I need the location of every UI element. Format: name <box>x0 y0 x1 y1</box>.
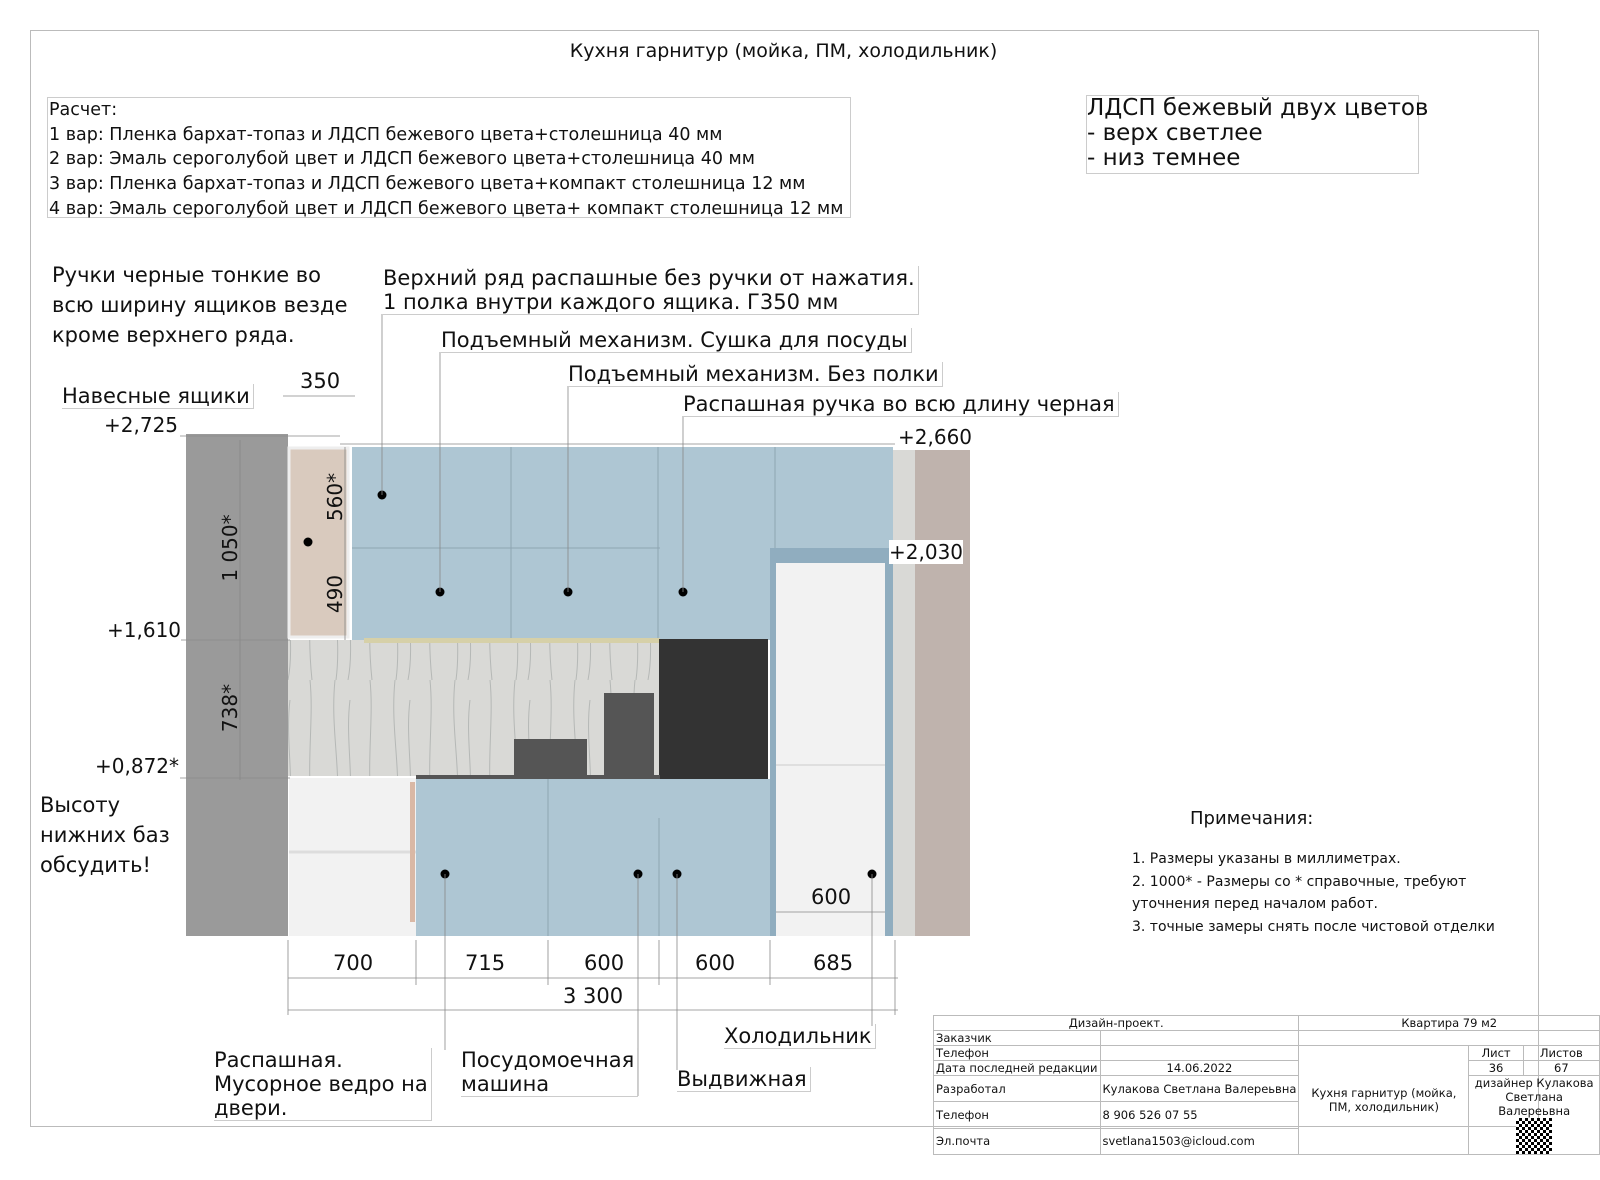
calc-line: 1 вар: Пленка бархат-топаз и ЛДСП бежево… <box>49 124 723 145</box>
base-cabinets <box>416 779 770 936</box>
calc-line: 4 вар: Эмаль серо­голубой цвет и ЛДСП бе… <box>49 198 844 219</box>
dim-490: 490 <box>323 574 347 614</box>
phone2-label: Телефон <box>933 1101 1101 1129</box>
dim-600: 600 <box>695 951 736 975</box>
callout-line: Посудомоечная <box>461 1048 635 1072</box>
calc-heading: Расчет: <box>49 100 118 120</box>
callout-line: Распашная. <box>214 1048 343 1072</box>
handles-note: Ручки черные тонкие во всю ширину ящиков… <box>52 260 348 350</box>
sheets-label: Листов <box>1522 1045 1600 1061</box>
notes-heading: Примечания: <box>1190 808 1314 829</box>
level-0872: +0,872* <box>95 754 180 778</box>
dim-738: 738* <box>218 683 242 733</box>
callout-line: обсудить! <box>40 853 151 877</box>
phone: 8 906 526 07 55 <box>1099 1101 1300 1129</box>
calc-box: Расчет: 1 вар: Пленка бархат-топаз и ЛДС… <box>47 97 851 219</box>
callout-line: двери. <box>214 1096 288 1120</box>
level-2030: +2,030 <box>889 540 964 564</box>
color-note-line: - верх светлее <box>1087 120 1263 146</box>
note-item: 1. Размеры указаны в миллиметрах. <box>1132 851 1401 867</box>
beige-upper-cabinet <box>287 446 350 639</box>
phone-label: Телефон <box>933 1045 1101 1061</box>
marble-strip <box>893 450 915 936</box>
callout-line: Высоту <box>40 793 121 817</box>
level-1610: +1,610 <box>107 618 182 642</box>
drawer-unit <box>289 778 416 936</box>
countertop <box>416 775 660 779</box>
callout-dishwasher: Посудомоечная машина <box>461 1048 639 1097</box>
dim-600-fridge: 600 <box>811 885 852 909</box>
email: svetlana1503@icloud.com <box>1099 1127 1300 1156</box>
calc-line: 3 вар: Пленка бархат-топаз и ЛДСП бежево… <box>49 174 806 195</box>
callout-swing-handle: Распашная ручка во всю длину черная <box>683 392 1119 417</box>
drawing-title: Кухня гарнитур (мойка, ПМ, холодильник) <box>569 40 998 62</box>
apartment: Квартира 79 м2 <box>1298 1015 1600 1031</box>
backsplash <box>288 640 660 776</box>
last-edit-date: 14.06.2022 <box>1099 1060 1300 1076</box>
callout-wall-cabinets: Навесные ящики <box>62 384 254 409</box>
last-edit-label: Дата последней редакции <box>933 1060 1101 1076</box>
callout-upper-row: Верхний ряд распашные без ручки от нажат… <box>383 266 919 315</box>
sink <box>514 739 587 776</box>
handles-note-line: всю ширину ящиков везде <box>52 293 348 317</box>
note-item: уточнения перед началом работ. <box>1132 896 1378 912</box>
dim-685: 685 <box>813 951 854 975</box>
callout-lift-dryer: Подъемный механизм. Сушка для посуды <box>441 328 912 353</box>
level-2725: +2,725 <box>104 413 179 437</box>
note-item: 2. 1000* - Размеры со * справочные, треб… <box>1132 873 1467 890</box>
customer-label: Заказчик <box>933 1030 1101 1046</box>
dim-3300: 3 300 <box>563 984 624 1008</box>
callout-line: Верхний ряд распашные без ручки от нажат… <box>383 266 915 290</box>
sheet-title: Кухня гарнитур (мойка, ПМ, холодильник) <box>1298 1045 1470 1155</box>
drawing-frame <box>30 30 1539 1127</box>
callout-lift-no-shelf: Подъемный механизм. Без полки <box>568 362 943 387</box>
handles-note-line: кроме верхнего ряда. <box>52 323 295 347</box>
sheet-label: Лист <box>1468 1045 1524 1061</box>
callout-base-height: Высоту нижних баз обсудить! <box>40 790 170 880</box>
developer-label: Разработал <box>933 1074 1101 1103</box>
callout-fridge: Холодильник <box>724 1024 876 1049</box>
dim-560: 560* <box>323 472 347 522</box>
design-project: Дизайн-проект. <box>932 1015 1300 1031</box>
callout-line: нижних баз <box>40 823 170 847</box>
title-block: Дизайн-проект. Квартира 79 м2 Заказчик Т… <box>932 1015 1600 1156</box>
callout-drawer: Выдвижная <box>677 1067 811 1092</box>
appliance <box>604 693 654 776</box>
dimension-lines <box>180 314 898 1096</box>
dim-350: 350 <box>300 369 341 393</box>
designer: дизайнер Кулакова Светлана Валереьвна <box>1474 1076 1594 1118</box>
dim-700: 700 <box>333 951 374 975</box>
sheets-total: 67 <box>1522 1060 1600 1076</box>
callout-line: 1 полка внутри каждого ящика. Г350 мм <box>383 290 839 314</box>
qr-code-icon <box>1516 1118 1553 1154</box>
dim-1050: 1 050* <box>218 514 242 582</box>
level-2660: +2,660 <box>898 425 973 449</box>
dim-600: 600 <box>584 951 625 975</box>
calc-line: 2 вар: Эмаль серо­голубой цвет и ЛДСП бе… <box>49 149 755 170</box>
color-note: ЛДСП бежевый двух цветов - верх светлее … <box>1086 95 1429 174</box>
fridge <box>776 563 885 936</box>
right-wall <box>915 450 970 936</box>
note-item: 3. точные замеры снять после чистовой от… <box>1132 918 1495 935</box>
developer: Кулакова Светлана Валереьвна <box>1099 1074 1300 1103</box>
color-note-line: ЛДСП бежевый двух цветов <box>1087 95 1429 121</box>
sheet-number: 36 <box>1468 1060 1524 1076</box>
dim-715: 715 <box>465 951 506 975</box>
callout-swing-bin: Распашная. Мусорное ведро на двери. <box>214 1048 432 1121</box>
email-label: Эл.почта <box>933 1127 1101 1156</box>
callout-line: машина <box>461 1072 550 1096</box>
left-wall <box>186 434 288 936</box>
color-note-line: - низ темнее <box>1087 145 1241 171</box>
notes-list: 1. Размеры указаны в миллиметрах. 2. 100… <box>1132 848 1495 938</box>
handles-note-line: Ручки черные тонкие во <box>52 263 322 287</box>
callout-line: Мусорное ведро на <box>214 1072 428 1096</box>
